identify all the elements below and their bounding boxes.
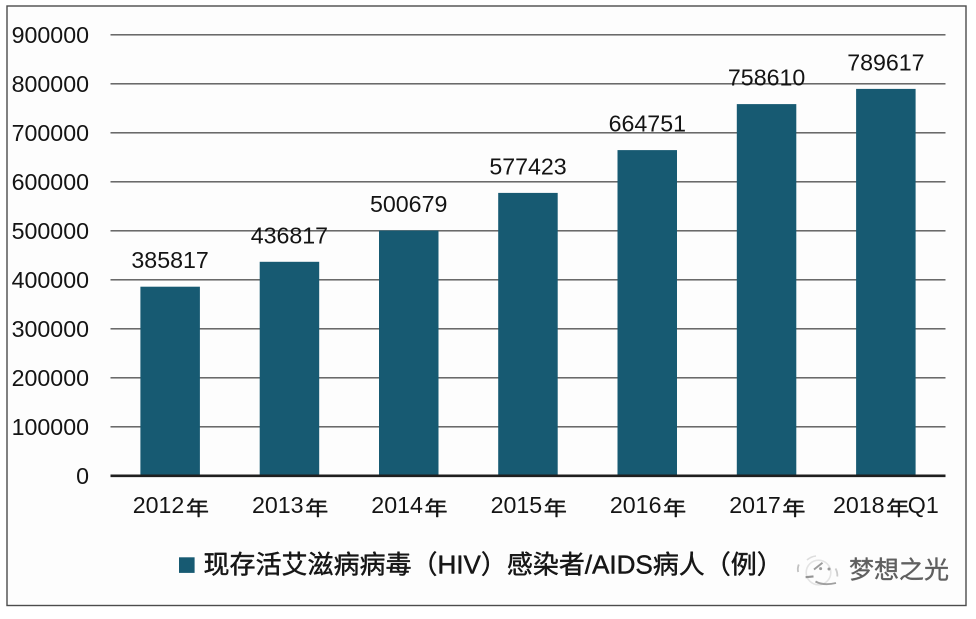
svg-text:200000: 200000 <box>12 365 89 391</box>
svg-text:500679: 500679 <box>370 191 447 217</box>
svg-text:2016: 2016 <box>610 492 662 518</box>
svg-text:Q1: Q1 <box>908 492 939 518</box>
svg-text:2017: 2017 <box>729 492 781 518</box>
svg-text:2015: 2015 <box>491 492 543 518</box>
svg-text:577423: 577423 <box>489 153 566 179</box>
svg-text:500000: 500000 <box>12 218 89 244</box>
svg-text:436817: 436817 <box>251 222 328 248</box>
svg-text:100000: 100000 <box>12 414 89 440</box>
svg-text:700000: 700000 <box>12 120 89 146</box>
svg-text:600000: 600000 <box>12 169 89 195</box>
svg-text:758610: 758610 <box>728 65 805 91</box>
svg-text:2012: 2012 <box>133 492 185 518</box>
svg-text:400000: 400000 <box>12 267 89 293</box>
svg-text:664751: 664751 <box>609 111 686 137</box>
svg-text:2014: 2014 <box>371 492 423 518</box>
svg-text:800000: 800000 <box>12 71 89 97</box>
svg-text:300000: 300000 <box>12 316 89 342</box>
svg-text:385817: 385817 <box>131 247 208 273</box>
svg-text:789617: 789617 <box>847 49 924 75</box>
svg-text:2013: 2013 <box>252 492 304 518</box>
svg-text:2018: 2018 <box>833 492 885 518</box>
svg-text:0: 0 <box>76 463 89 489</box>
svg-text:900000: 900000 <box>12 22 89 48</box>
